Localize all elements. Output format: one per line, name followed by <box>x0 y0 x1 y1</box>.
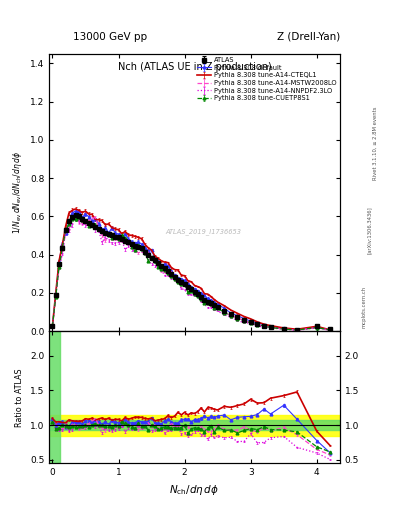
Text: Z (Drell-Yan): Z (Drell-Yan) <box>277 32 340 42</box>
X-axis label: $N_{\rm ch}/d\eta\,d\phi$: $N_{\rm ch}/d\eta\,d\phi$ <box>169 483 220 497</box>
Legend: ATLAS, Pythia 8.308 default, Pythia 8.308 tune-A14-CTEQL1, Pythia 8.308 tune-A14: ATLAS, Pythia 8.308 default, Pythia 8.30… <box>195 56 338 103</box>
Text: 13000 GeV pp: 13000 GeV pp <box>73 32 147 42</box>
Text: ATLAS_2019_I1736653: ATLAS_2019_I1736653 <box>165 228 241 234</box>
Text: mcplots.cern.ch: mcplots.cern.ch <box>361 286 366 328</box>
Bar <box>49 420 340 430</box>
Text: [arXiv:1306.3436]: [arXiv:1306.3436] <box>367 206 372 254</box>
Text: Rivet 3.1.10, ≥ 2.8M events: Rivet 3.1.10, ≥ 2.8M events <box>373 106 378 180</box>
Bar <box>49 415 340 436</box>
Y-axis label: Ratio to ATLAS: Ratio to ATLAS <box>15 368 24 426</box>
Bar <box>49 331 61 463</box>
Y-axis label: $1/N_{\rm ev}\,dN_{\rm ev}/dN_{\rm ch}/d\eta\,d\phi$: $1/N_{\rm ev}\,dN_{\rm ev}/dN_{\rm ch}/d… <box>11 151 24 234</box>
Text: Nch (ATLAS UE in Z production): Nch (ATLAS UE in Z production) <box>118 62 272 72</box>
